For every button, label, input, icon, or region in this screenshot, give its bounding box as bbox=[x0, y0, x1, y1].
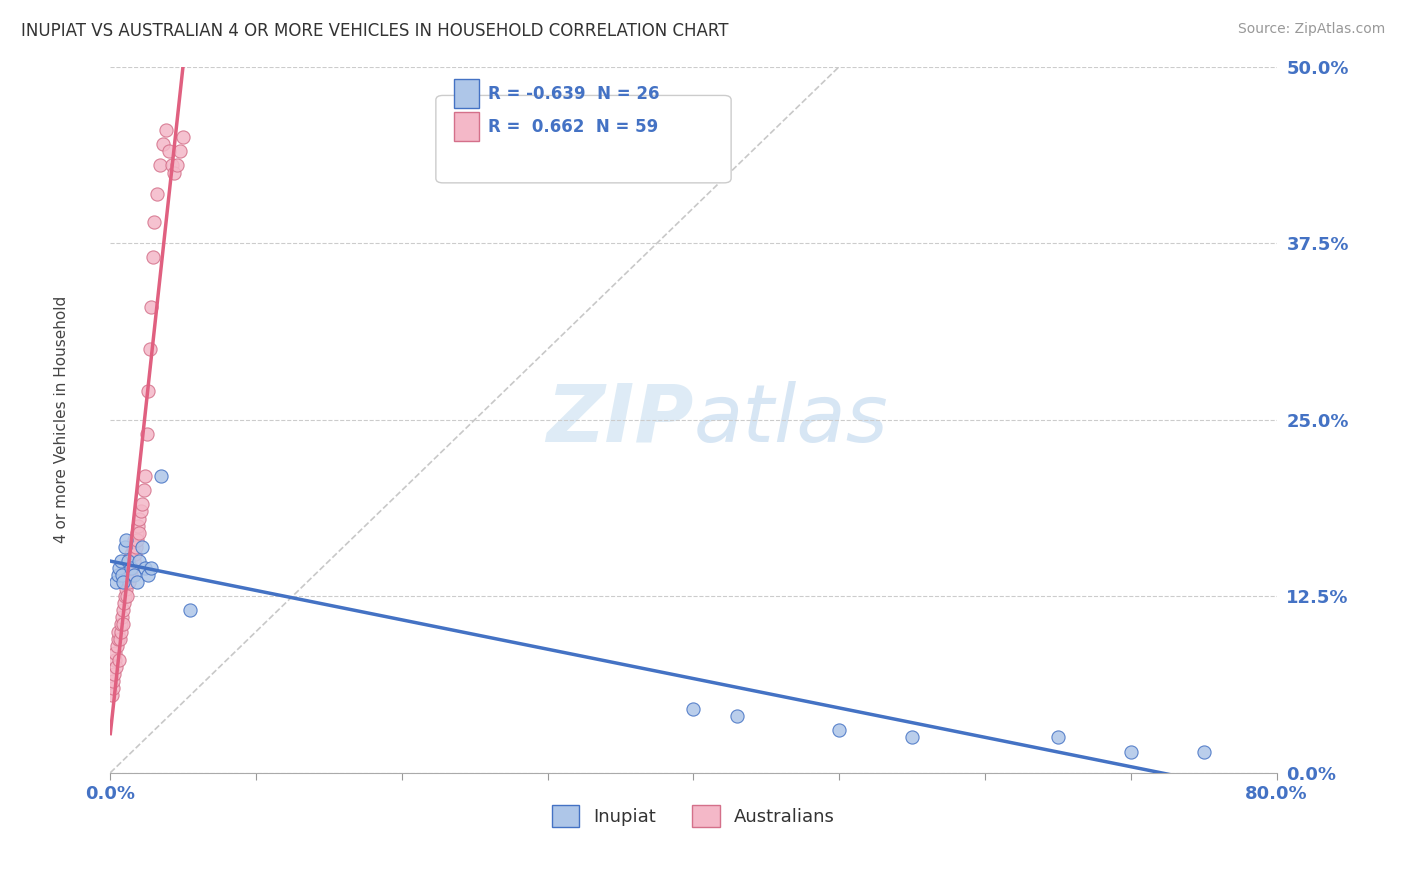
Point bbox=[122, 554, 145, 568]
Point bbox=[110, 617, 132, 632]
Point bbox=[134, 469, 156, 483]
Point bbox=[112, 596, 135, 610]
Point bbox=[166, 158, 188, 172]
Point bbox=[131, 497, 153, 511]
Point bbox=[124, 547, 146, 561]
Point bbox=[114, 540, 136, 554]
Text: INUPIAT VS AUSTRALIAN 4 OR MORE VEHICLES IN HOUSEHOLD CORRELATION CHART: INUPIAT VS AUSTRALIAN 4 OR MORE VEHICLES… bbox=[21, 22, 728, 40]
Point bbox=[124, 533, 146, 547]
Point bbox=[105, 639, 128, 653]
Point bbox=[112, 617, 135, 632]
Text: R =  0.662  N = 59: R = 0.662 N = 59 bbox=[488, 118, 658, 136]
Y-axis label: 4 or more Vehicles in Household: 4 or more Vehicles in Household bbox=[55, 296, 69, 543]
Point bbox=[114, 589, 136, 603]
Point bbox=[105, 575, 128, 590]
Point bbox=[142, 250, 165, 264]
Point bbox=[100, 688, 122, 702]
Point bbox=[1192, 745, 1215, 759]
Point bbox=[111, 610, 134, 624]
Point bbox=[122, 568, 145, 582]
Point bbox=[136, 384, 159, 399]
Point bbox=[179, 603, 201, 617]
Point bbox=[155, 123, 177, 137]
Point bbox=[149, 158, 172, 172]
Point bbox=[128, 511, 150, 525]
Point bbox=[120, 568, 142, 582]
Point bbox=[107, 632, 129, 646]
Point bbox=[118, 554, 141, 568]
Point bbox=[135, 426, 157, 441]
Point bbox=[107, 568, 129, 582]
Point bbox=[117, 561, 139, 575]
Point bbox=[111, 568, 134, 582]
Point bbox=[139, 300, 162, 314]
Point bbox=[108, 653, 131, 667]
Point bbox=[118, 575, 141, 590]
Point bbox=[139, 561, 162, 575]
Point bbox=[125, 575, 148, 590]
Point bbox=[108, 561, 131, 575]
Point bbox=[138, 342, 160, 356]
Point bbox=[150, 469, 173, 483]
Point bbox=[121, 561, 143, 575]
Point bbox=[129, 504, 152, 518]
Point bbox=[112, 575, 135, 590]
Point bbox=[120, 547, 142, 561]
Point bbox=[128, 554, 150, 568]
Point bbox=[108, 632, 131, 646]
Point bbox=[103, 666, 125, 681]
Point bbox=[125, 525, 148, 540]
Point bbox=[103, 673, 125, 688]
Point bbox=[115, 589, 138, 603]
Point bbox=[901, 731, 924, 745]
Point bbox=[134, 561, 156, 575]
Point bbox=[146, 186, 169, 201]
Point bbox=[725, 709, 748, 723]
Point bbox=[127, 518, 149, 533]
Text: atlas: atlas bbox=[693, 381, 889, 458]
Point bbox=[115, 575, 138, 590]
Point bbox=[117, 568, 139, 582]
Point bbox=[131, 540, 153, 554]
Point bbox=[110, 624, 132, 639]
Point bbox=[157, 145, 180, 159]
Point bbox=[160, 158, 183, 172]
Point bbox=[1046, 731, 1069, 745]
Point bbox=[104, 646, 127, 660]
Text: ZIP: ZIP bbox=[546, 381, 693, 458]
Legend: Inupiat, Australians: Inupiat, Australians bbox=[546, 797, 842, 834]
Point bbox=[682, 702, 704, 716]
Point bbox=[828, 723, 851, 738]
Point bbox=[104, 653, 127, 667]
Point bbox=[152, 137, 174, 152]
Point bbox=[111, 603, 134, 617]
Point bbox=[125, 540, 148, 554]
Point bbox=[110, 554, 132, 568]
Point bbox=[117, 554, 139, 568]
Text: R = -0.639  N = 26: R = -0.639 N = 26 bbox=[488, 85, 659, 103]
Point bbox=[114, 582, 136, 596]
Point bbox=[120, 561, 142, 575]
Point bbox=[163, 165, 186, 179]
Point bbox=[132, 483, 155, 498]
Point bbox=[105, 660, 128, 674]
Point bbox=[115, 533, 138, 547]
Point bbox=[127, 533, 149, 547]
Point bbox=[1119, 745, 1142, 759]
Point bbox=[172, 130, 194, 145]
Point bbox=[169, 145, 191, 159]
Point bbox=[101, 681, 124, 695]
Text: Source: ZipAtlas.com: Source: ZipAtlas.com bbox=[1237, 22, 1385, 37]
Point bbox=[128, 525, 150, 540]
Point bbox=[143, 215, 166, 229]
Point bbox=[107, 624, 129, 639]
Point bbox=[136, 568, 159, 582]
Point bbox=[122, 540, 145, 554]
